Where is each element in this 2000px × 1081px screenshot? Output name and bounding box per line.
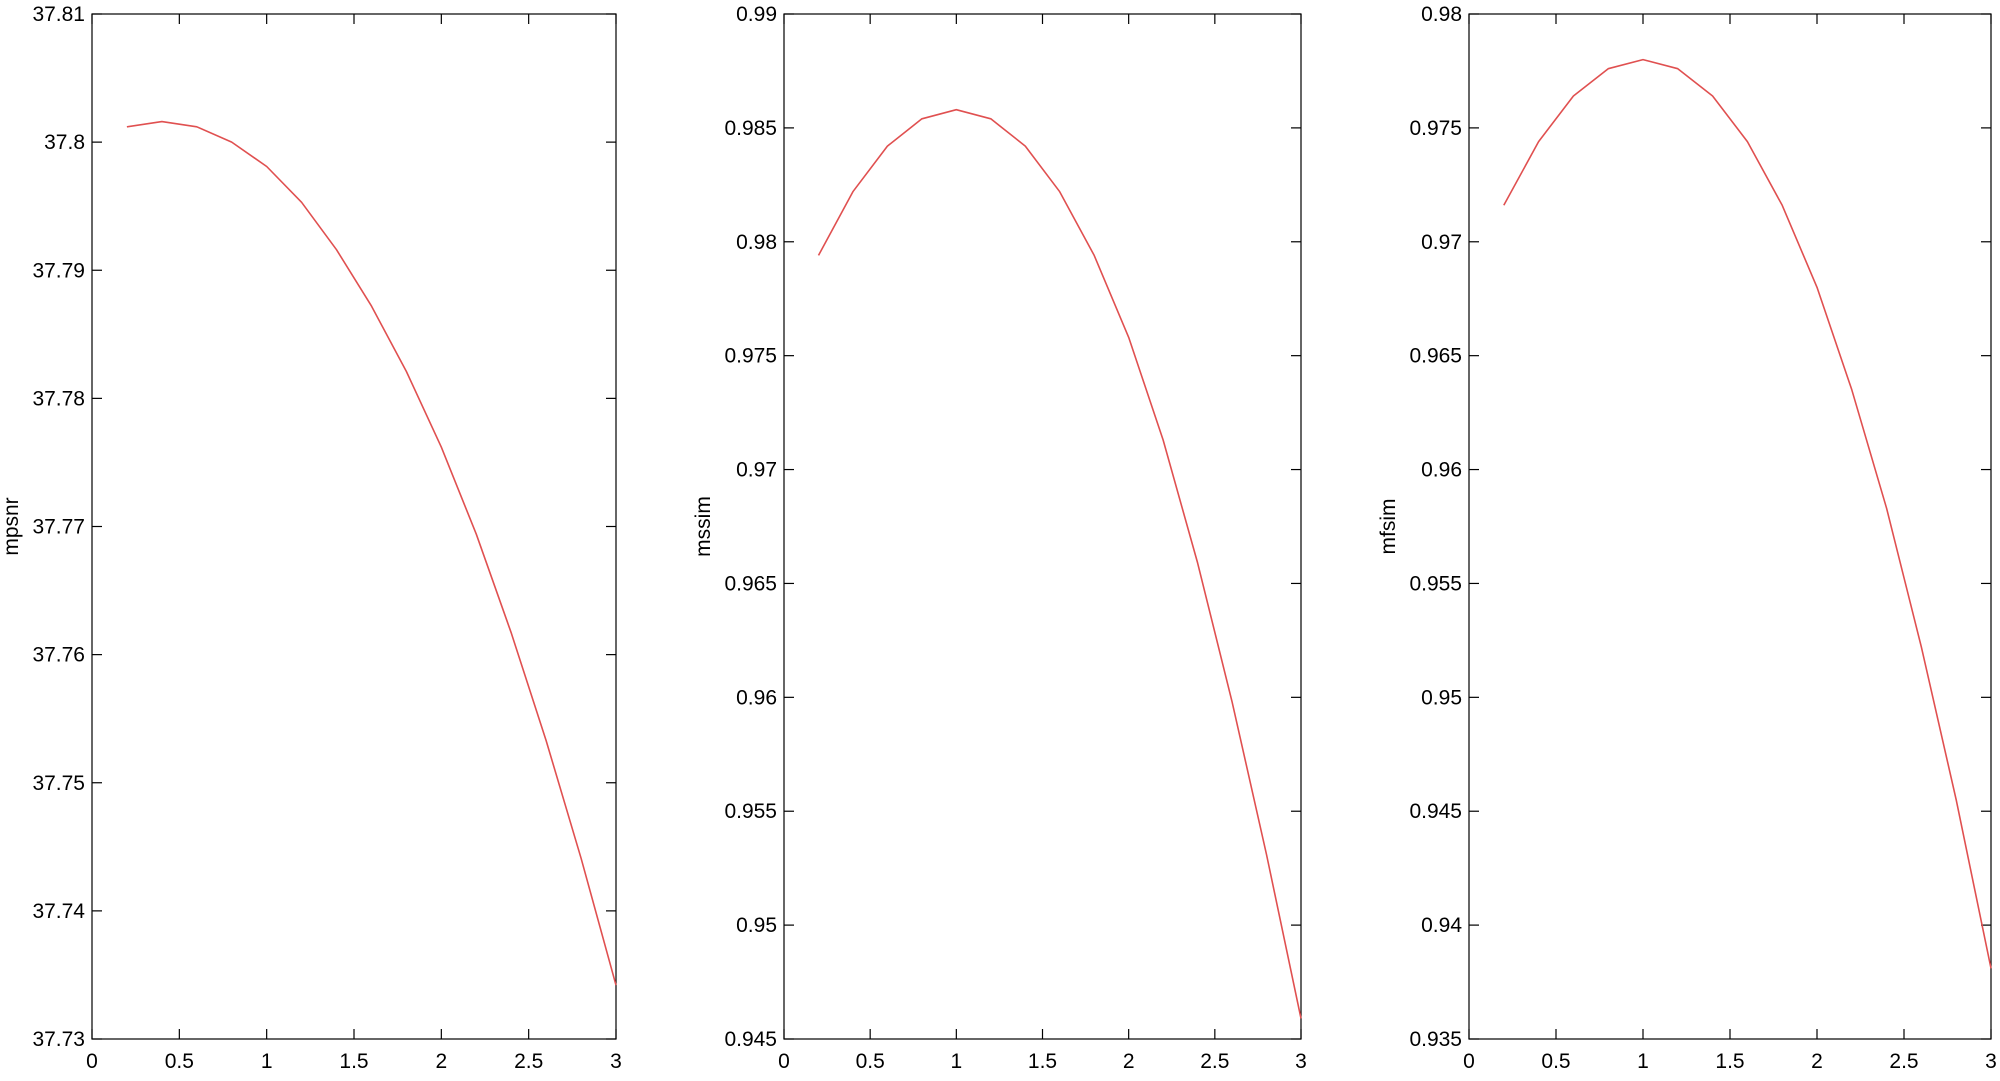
y-tick-label: 0.97 <box>736 459 777 482</box>
y-tick-label: 37.73 <box>32 1028 85 1051</box>
series-line <box>1503 58 1992 969</box>
y-tick-label: 0.945 <box>724 1028 777 1051</box>
x-tick-label: 0 <box>778 1050 790 1073</box>
y-tick-label: 0.945 <box>1409 800 1462 823</box>
x-tick-label: 0.5 <box>165 1050 194 1073</box>
y-tick-label: 37.79 <box>32 259 85 282</box>
x-tick-label: 0 <box>1463 1050 1475 1073</box>
y-tick-label: 37.8 <box>44 131 85 154</box>
y-tick-label: 0.975 <box>724 345 777 368</box>
y-axis-label: mpsnr <box>0 497 23 555</box>
y-tick-label: 0.95 <box>1421 686 1462 709</box>
y-tick-label: 0.96 <box>1421 459 1462 482</box>
y-tick-label: 0.935 <box>1409 1028 1462 1051</box>
series-line <box>817 108 1302 1019</box>
plot-frame <box>1468 13 1992 1040</box>
x-tick-label: 0.5 <box>856 1050 885 1073</box>
x-tick-label: 3 <box>1295 1050 1307 1073</box>
x-tick-label: 1 <box>950 1050 962 1073</box>
y-tick-label: 0.98 <box>736 231 777 254</box>
x-tick-label: 1 <box>1637 1050 1649 1073</box>
y-tick-label: 0.99 <box>736 3 777 26</box>
x-tick-label: 3 <box>1985 1050 1997 1073</box>
x-tick-label: 1.5 <box>1028 1050 1057 1073</box>
x-tick-label: 1 <box>261 1050 273 1073</box>
x-tick-label: 3 <box>610 1050 622 1073</box>
y-tick-label: 0.965 <box>1409 345 1462 368</box>
y-tick-label: 0.95 <box>736 914 777 937</box>
x-tick-label: 1.5 <box>1715 1050 1744 1073</box>
x-tick-label: 1.5 <box>339 1050 368 1073</box>
y-tick-label: 0.985 <box>724 117 777 140</box>
x-tick-label: 2 <box>435 1050 447 1073</box>
x-tick-label: 0.5 <box>1541 1050 1570 1073</box>
plot-frame <box>91 13 617 1040</box>
y-tick-label: 0.965 <box>724 572 777 595</box>
y-tick-label: 37.81 <box>32 3 85 26</box>
x-tick-label: 0 <box>86 1050 98 1073</box>
y-tick-label: 0.98 <box>1421 3 1462 26</box>
y-tick-label: 0.975 <box>1409 117 1462 140</box>
y-tick-label: 0.96 <box>736 686 777 709</box>
y-tick-label: 37.78 <box>32 387 85 410</box>
y-tick-label: 0.97 <box>1421 231 1462 254</box>
y-tick-label: 0.955 <box>1409 572 1462 595</box>
y-tick-label: 37.77 <box>32 516 85 539</box>
x-tick-label: 2 <box>1123 1050 1135 1073</box>
y-tick-label: 37.74 <box>32 900 85 923</box>
y-tick-label: 37.76 <box>32 644 85 667</box>
y-axis-label: mssim <box>692 496 715 557</box>
x-tick-label: 2.5 <box>1889 1050 1918 1073</box>
series-line <box>126 120 617 986</box>
x-tick-label: 2 <box>1811 1050 1823 1073</box>
x-tick-label: 2.5 <box>1200 1050 1229 1073</box>
y-tick-label: 0.955 <box>724 800 777 823</box>
y-tick-label: 37.75 <box>32 772 85 795</box>
y-tick-label: 0.94 <box>1421 914 1462 937</box>
y-axis-label: mfsim <box>1377 499 1400 555</box>
x-tick-label: 2.5 <box>514 1050 543 1073</box>
